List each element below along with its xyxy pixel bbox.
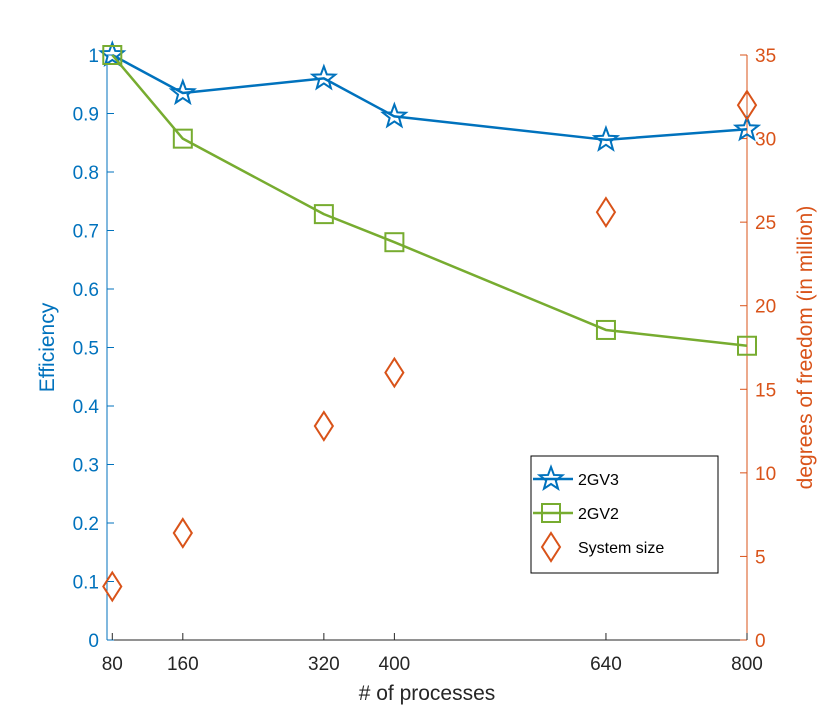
- x-tick-label: 400: [379, 654, 411, 675]
- y-axis-left-label: Efficiency: [36, 302, 59, 392]
- legend-marker-system-size: [540, 531, 562, 563]
- axes-layer: 00.10.20.30.40.50.60.70.80.9105101520253…: [36, 46, 817, 705]
- y-right-tick-label: 0: [755, 631, 766, 652]
- legend-marker-2gv2: [541, 503, 561, 523]
- legend: 2GV3 2GV2 System size: [530, 455, 719, 574]
- series-line-2gv2: [111, 54, 748, 347]
- x-tick-label: 80: [102, 654, 123, 675]
- x-tick-label: 320: [308, 654, 340, 675]
- data-point-2gv3: [591, 124, 621, 152]
- legend-label-2gv3: 2GV3: [578, 472, 619, 489]
- data-point-system-size: [313, 410, 335, 442]
- data-point-2gv3: [168, 78, 197, 106]
- y-right-tick-label: 35: [755, 46, 776, 67]
- data-point-system-size: [384, 356, 405, 389]
- y-left-tick-label: 0.9: [73, 105, 99, 126]
- y-left-tick-label: 0.4: [73, 397, 100, 418]
- y-left-tick-label: 0.7: [73, 222, 99, 243]
- y-right-tick-label: 10: [755, 464, 776, 485]
- data-point-system-size: [736, 89, 758, 121]
- data-point-system-size: [595, 196, 617, 228]
- data-point-system-size: [172, 517, 194, 549]
- data-point-2gv2: [172, 128, 193, 149]
- series-line-2gv3: [111, 53, 748, 142]
- y-left-tick-label: 0: [88, 631, 99, 652]
- y-left-tick-label: 0.2: [73, 514, 99, 535]
- y-axis-right-label: degrees of freedom (in million): [794, 206, 817, 490]
- x-axis-label: # of processes: [359, 682, 496, 705]
- y-right-tick-label: 30: [755, 130, 776, 151]
- x-tick-label: 160: [167, 654, 199, 675]
- data-point-system-size: [102, 570, 123, 603]
- x-tick-label: 800: [731, 654, 763, 675]
- data-point-2gv2: [313, 204, 334, 225]
- y-left-tick-label: 0.3: [73, 456, 99, 477]
- y-left-tick-label: 0.1: [73, 573, 99, 594]
- data-point-2gv2: [737, 335, 757, 356]
- legend-marker-2gv3: [536, 464, 566, 492]
- x-tick-label: 640: [590, 654, 622, 675]
- legend-label-system-size: System size: [578, 540, 664, 557]
- y-left-tick-label: 0.6: [73, 280, 99, 301]
- data-point-2gv2: [384, 232, 405, 253]
- y-right-tick-label: 5: [755, 547, 766, 568]
- y-left-tick-label: 1: [88, 46, 99, 67]
- data-point-2gv2: [102, 45, 123, 65]
- y-right-tick-label: 15: [755, 380, 776, 401]
- y-right-tick-label: 25: [755, 213, 776, 234]
- series-layer: [98, 40, 762, 603]
- legend-label-2gv2: 2GV2: [578, 506, 619, 523]
- y-left-tick-label: 0.8: [73, 163, 99, 184]
- data-point-2gv3: [380, 101, 409, 129]
- y-left-tick-label: 0.5: [73, 339, 99, 360]
- data-point-2gv3: [732, 114, 762, 142]
- data-point-2gv3: [309, 63, 339, 91]
- data-point-2gv2: [595, 319, 616, 340]
- y-right-tick-label: 20: [755, 297, 776, 318]
